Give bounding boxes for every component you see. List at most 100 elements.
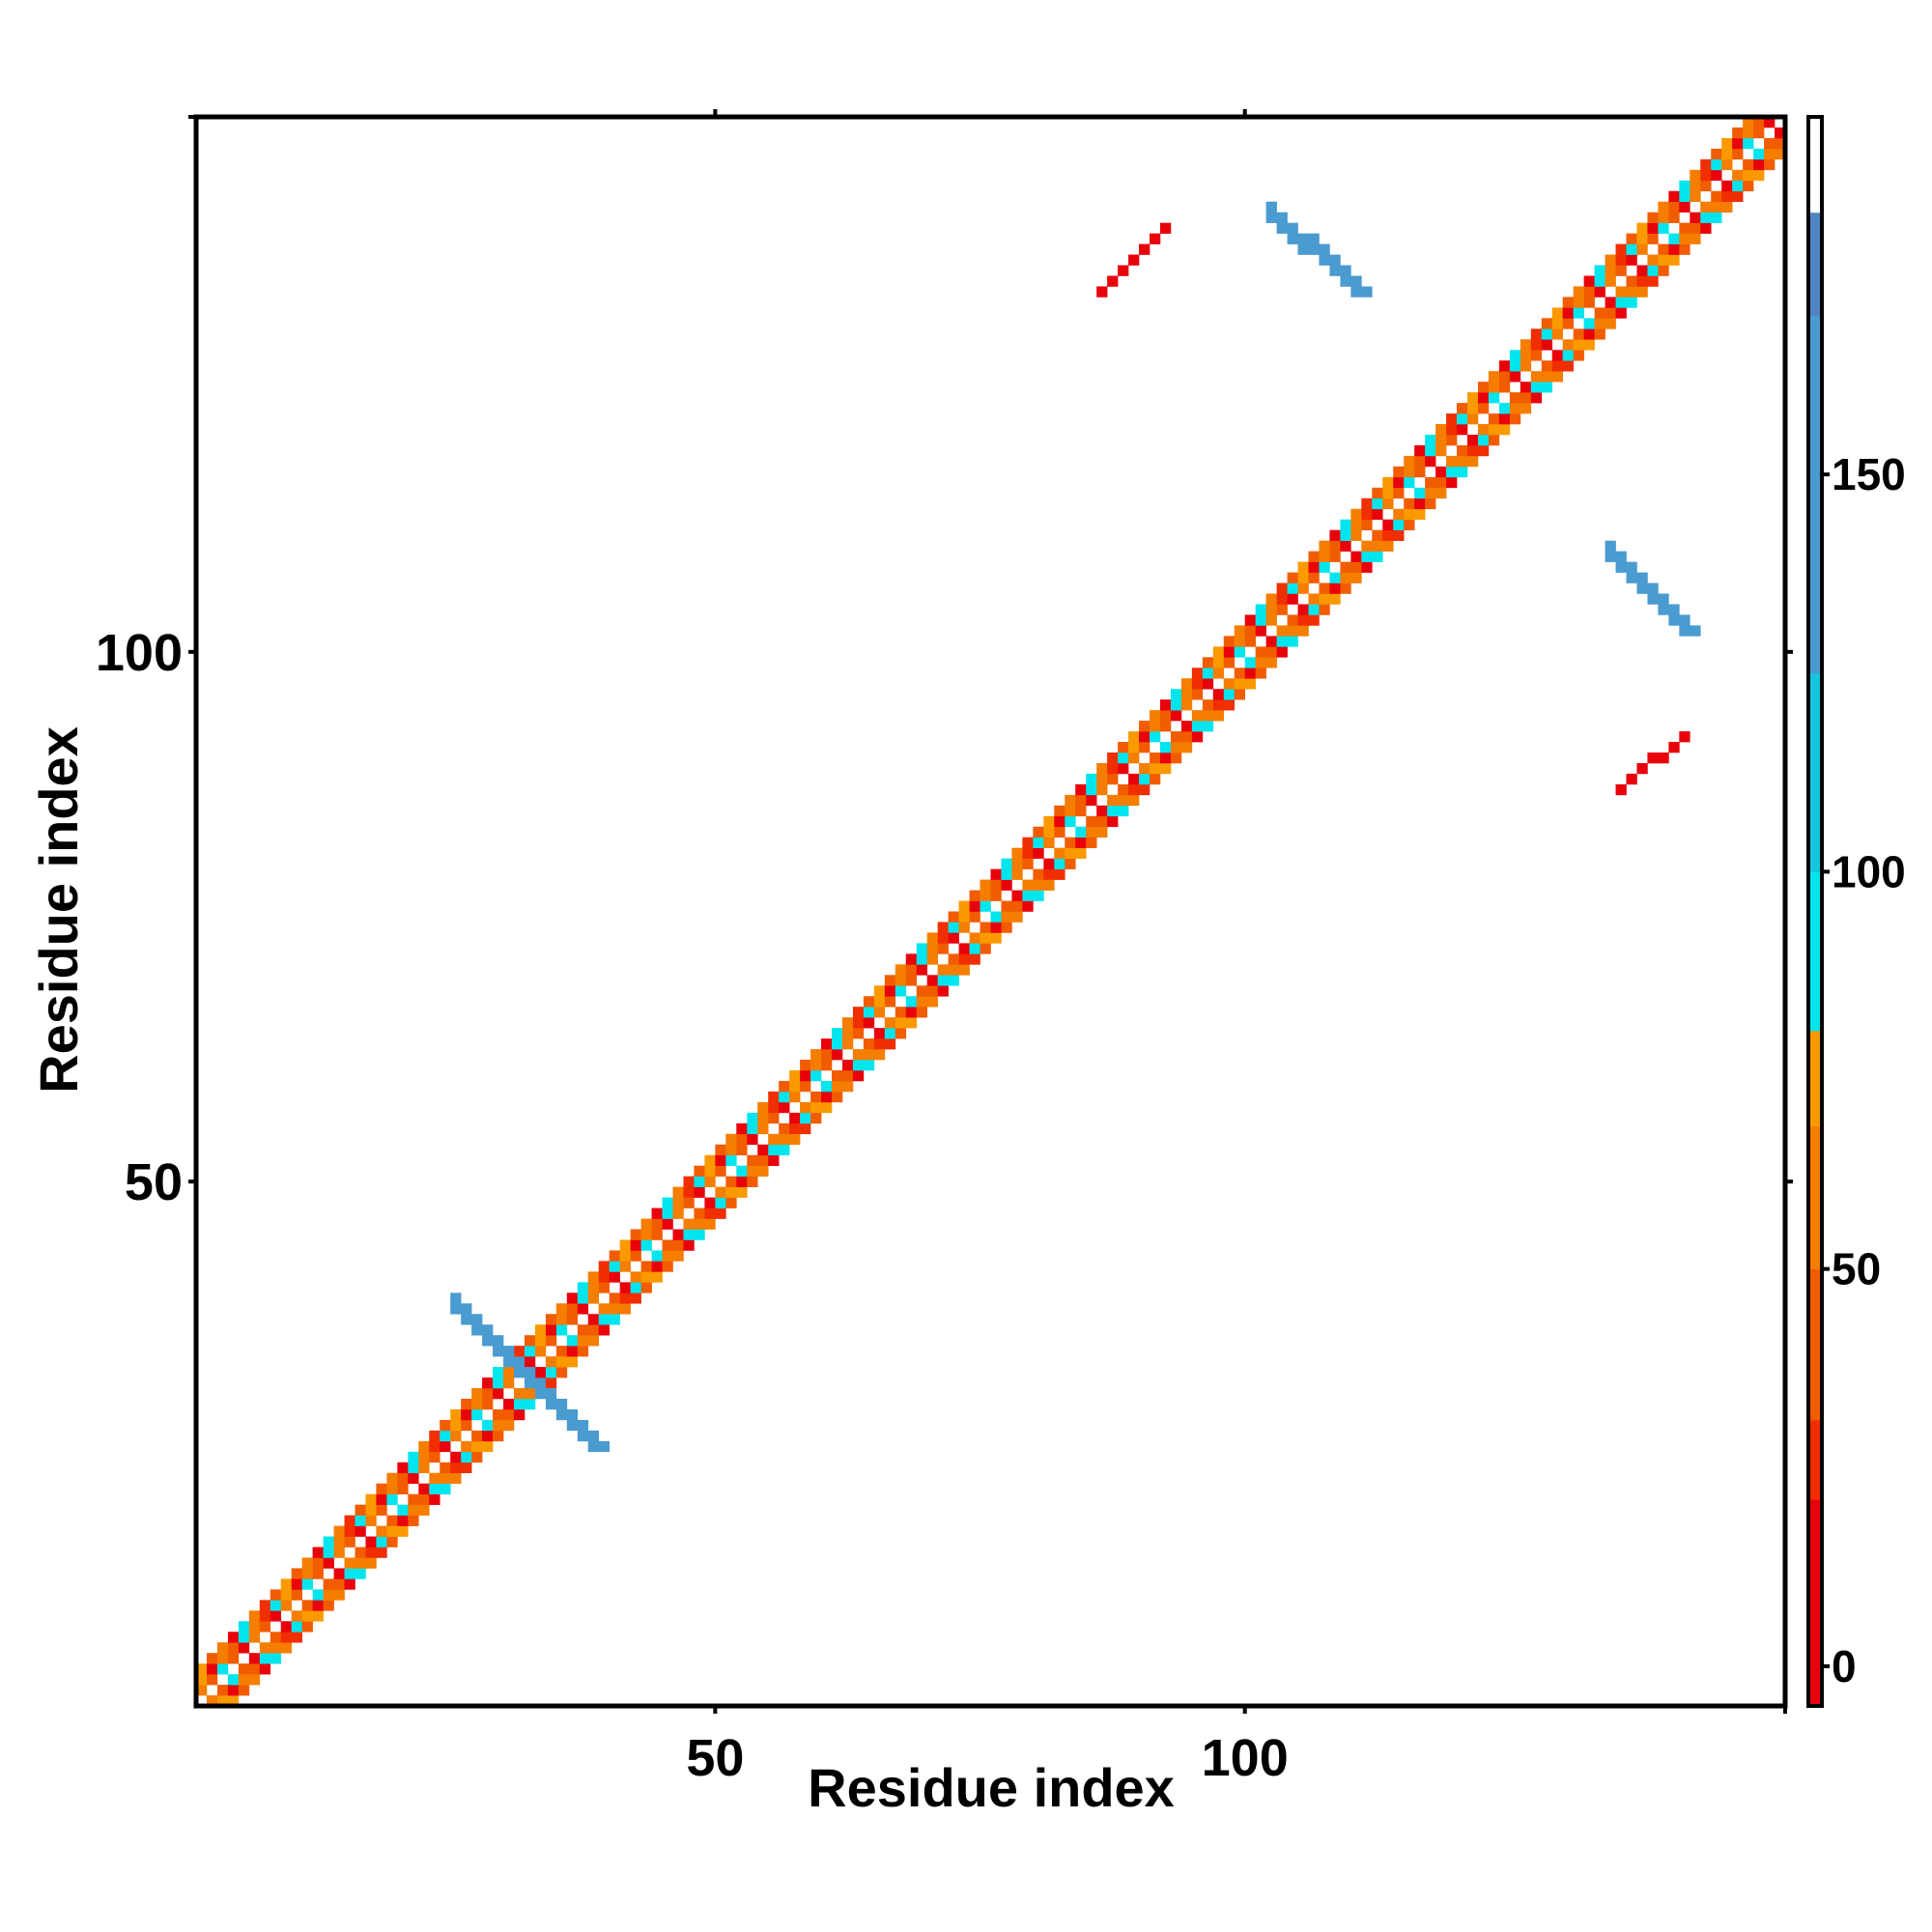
heatmap-cell bbox=[662, 1261, 673, 1272]
heatmap-cell bbox=[1541, 339, 1553, 351]
heatmap-cell bbox=[323, 1600, 334, 1611]
heatmap-cell bbox=[1425, 435, 1436, 446]
heatmap-cell bbox=[1022, 900, 1034, 912]
heatmap-cell bbox=[704, 1176, 716, 1187]
heatmap-cell bbox=[640, 1271, 652, 1283]
heatmap-cell bbox=[683, 1176, 695, 1187]
heatmap-cell bbox=[821, 1091, 833, 1103]
heatmap-cell bbox=[1690, 233, 1701, 244]
heatmap-cell bbox=[1636, 265, 1648, 276]
heatmap-cell bbox=[386, 1525, 398, 1537]
colorbar-band bbox=[1808, 871, 1822, 1032]
heatmap-cell bbox=[1721, 190, 1733, 203]
heatmap-cell bbox=[1446, 424, 1458, 436]
heatmap-cell bbox=[1118, 265, 1129, 276]
heatmap-cell bbox=[1721, 180, 1733, 192]
heatmap-cell bbox=[1488, 413, 1500, 425]
heatmap-cell bbox=[280, 1642, 292, 1654]
heatmap-cell bbox=[1033, 837, 1044, 848]
heatmap-cell bbox=[524, 1398, 536, 1410]
heatmap-cell bbox=[577, 1346, 589, 1357]
colorbar-band bbox=[1808, 315, 1822, 674]
heatmap-cell bbox=[1308, 561, 1320, 573]
heatmap-cell bbox=[1350, 529, 1362, 541]
heatmap-cell bbox=[1212, 699, 1225, 711]
heatmap-cell bbox=[704, 1218, 716, 1230]
heatmap-cell bbox=[1520, 339, 1532, 351]
heatmap-cell bbox=[471, 1451, 483, 1463]
heatmap-cell bbox=[1244, 636, 1256, 647]
heatmap-cell bbox=[863, 1038, 875, 1050]
heatmap-cell bbox=[1340, 561, 1351, 573]
heatmap-cell bbox=[1350, 286, 1362, 298]
heatmap-cell bbox=[238, 1642, 250, 1654]
heatmap-cell bbox=[1234, 646, 1245, 658]
heatmap-cell bbox=[630, 1250, 641, 1262]
heatmap-cell bbox=[1477, 435, 1490, 446]
heatmap-cell bbox=[301, 1600, 313, 1611]
heatmap-cell bbox=[1329, 265, 1341, 276]
heatmap-cell bbox=[789, 1070, 801, 1082]
heatmap-cell bbox=[747, 1122, 758, 1135]
heatmap-cell bbox=[1425, 476, 1436, 489]
heatmap-cell bbox=[397, 1515, 409, 1526]
heatmap-cell bbox=[1626, 243, 1637, 255]
heatmap-cell bbox=[482, 1419, 494, 1432]
heatmap-cell bbox=[1605, 265, 1616, 276]
heatmap-cell bbox=[715, 1154, 726, 1166]
heatmap-cell bbox=[1679, 222, 1690, 234]
heatmap-cell bbox=[619, 1282, 631, 1293]
heatmap-cell bbox=[418, 1483, 430, 1494]
heatmap-cell bbox=[344, 1578, 355, 1590]
heatmap-cell bbox=[1594, 275, 1605, 287]
heatmap-cell bbox=[598, 1314, 610, 1325]
heatmap-cell bbox=[800, 1080, 811, 1093]
heatmap-cell bbox=[450, 1462, 462, 1474]
heatmap-cell bbox=[1297, 233, 1309, 244]
heatmap-cell bbox=[1764, 117, 1776, 128]
heatmap-cell bbox=[1573, 286, 1584, 298]
heatmap-cell bbox=[545, 1388, 557, 1400]
heatmap-cells bbox=[196, 117, 1786, 1707]
heatmap-cell bbox=[280, 1600, 292, 1611]
axis-ticks: 50 100 50 100 bbox=[96, 109, 1793, 1787]
heatmap-cell bbox=[1139, 721, 1151, 732]
heatmap-cell bbox=[1297, 561, 1309, 573]
heatmap-cell bbox=[1435, 476, 1447, 489]
heatmap-cell bbox=[1170, 699, 1182, 711]
heatmap-cell bbox=[1265, 646, 1277, 658]
heatmap-cell bbox=[291, 1589, 302, 1601]
heatmap-cell bbox=[662, 1218, 673, 1230]
heatmap-cell bbox=[779, 1144, 790, 1156]
heatmap-cell bbox=[344, 1525, 355, 1537]
heatmap-cell bbox=[640, 1282, 652, 1293]
y-axis-title: Residue index bbox=[28, 726, 89, 1094]
heatmap-cell bbox=[651, 1218, 663, 1230]
heatmap-cell bbox=[1340, 572, 1351, 583]
heatmap-cell bbox=[577, 1335, 589, 1347]
heatmap-cell bbox=[1615, 561, 1627, 573]
heatmap-cell bbox=[1764, 158, 1776, 171]
heatmap-cell bbox=[1319, 582, 1330, 594]
heatmap-cell bbox=[1011, 900, 1023, 912]
heatmap-cell bbox=[1414, 487, 1426, 499]
heatmap-cell bbox=[1626, 286, 1637, 298]
heatmap-cell bbox=[238, 1663, 250, 1675]
heatmap-cell bbox=[1457, 403, 1468, 414]
heatmap-cell bbox=[1743, 169, 1754, 182]
heatmap-cell bbox=[386, 1472, 398, 1484]
heatmap-cell bbox=[1212, 689, 1225, 700]
heatmap-cell bbox=[1414, 466, 1426, 478]
heatmap-cell bbox=[196, 1674, 208, 1686]
heatmap-cell bbox=[841, 1080, 854, 1093]
heatmap-cell bbox=[1033, 879, 1044, 891]
heatmap-cell bbox=[259, 1653, 271, 1664]
heatmap-cell bbox=[344, 1515, 355, 1526]
heatmap-cell bbox=[768, 1154, 780, 1166]
heatmap-cell bbox=[1128, 742, 1140, 753]
heatmap-cell bbox=[694, 1186, 705, 1198]
heatmap-cell bbox=[1764, 148, 1776, 160]
heatmap-cell bbox=[1180, 689, 1193, 700]
heatmap-cell bbox=[1223, 657, 1236, 668]
heatmap-cell bbox=[1022, 879, 1034, 891]
